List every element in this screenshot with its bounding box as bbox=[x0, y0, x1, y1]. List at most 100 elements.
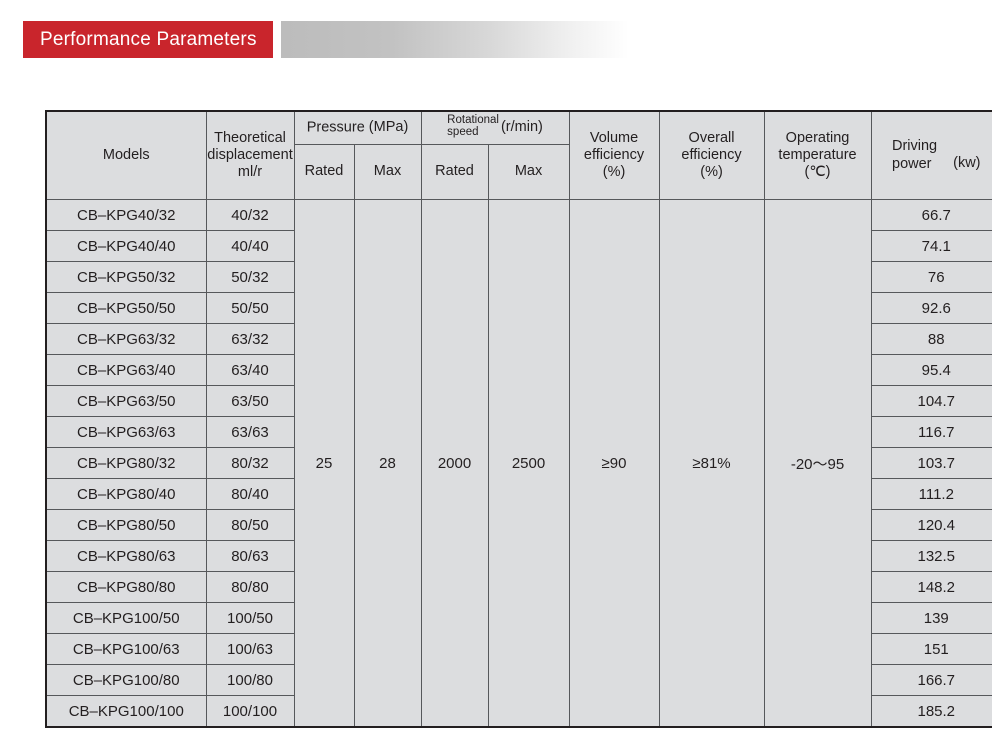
cell-displacement: 100/50 bbox=[205, 602, 295, 634]
col-header-pressure-group: Pressure (MPa) bbox=[293, 110, 422, 145]
cell-displacement: 50/32 bbox=[205, 261, 295, 293]
cell-driving-power: 185.2 bbox=[870, 695, 992, 728]
table-row: CB–KPG50/50 50/50 92.6 bbox=[45, 292, 992, 324]
driving-power-unit: (kw) bbox=[953, 155, 981, 172]
col-header-operating-temperature: Operating temperature (℃) bbox=[763, 110, 872, 200]
table-row: CB–KPG100/100 100/100 185.2 bbox=[45, 695, 992, 728]
cell-model: CB–KPG50/32 bbox=[45, 261, 207, 293]
col-header-theoretical-displacement: Theoretical displacement ml/r bbox=[205, 110, 295, 200]
cell-model: CB–KPG63/63 bbox=[45, 416, 207, 448]
section-banner: Performance Parameters bbox=[23, 21, 629, 58]
cell-model: CB–KPG40/40 bbox=[45, 230, 207, 262]
cell-model: CB–KPG100/80 bbox=[45, 664, 207, 696]
cell-model: CB–KPG100/100 bbox=[45, 695, 207, 728]
cell-displacement: 40/32 bbox=[205, 199, 295, 231]
cell-displacement: 80/80 bbox=[205, 571, 295, 603]
table-row: CB–KPG80/63 80/63 132.5 bbox=[45, 540, 992, 572]
pressure-group-label: Pressure bbox=[306, 119, 365, 136]
table-row: CB–KPG40/32 40/32 25 28 2000 2500 ≥90 ≥81% -20～9… bbox=[45, 199, 992, 728]
col-header-overall-efficiency: Overall efficiency (%) bbox=[658, 110, 765, 200]
col-header-models: Models bbox=[45, 110, 207, 200]
cell-driving-power: 166.7 bbox=[870, 664, 992, 696]
table-head: Models Theoretical displacement ml/r Pre… bbox=[45, 110, 992, 200]
cell-driving-power: 76 bbox=[870, 261, 992, 293]
table-row: CB–KPG63/50 63/50 104.7 bbox=[45, 385, 992, 417]
rotational-speed-group-unit: (r/min) bbox=[500, 119, 543, 136]
operating-temperature-line1: Operating bbox=[785, 129, 850, 146]
table-body: CB–KPG40/32 40/32 25 28 2000 2500 ≥90 ≥81% -20～9… bbox=[45, 199, 992, 728]
cell-model: CB–KPG80/40 bbox=[45, 478, 207, 510]
table-row: CB–KPG63/40 63/40 95.4 bbox=[45, 354, 992, 386]
cell-model: CB–KPG50/50 bbox=[45, 292, 207, 324]
overall-efficiency-unit: (%) bbox=[700, 164, 723, 181]
cell-merged-overall-efficiency: ≥81% bbox=[658, 199, 765, 728]
cell-displacement: 100/63 bbox=[205, 633, 295, 665]
cell-displacement: 80/63 bbox=[205, 540, 295, 572]
table-row: CB–KPG100/63 100/63 151 bbox=[45, 633, 992, 665]
col-header-driving-power: Driving power (kw) bbox=[870, 110, 992, 200]
banner-gradient-bar bbox=[280, 21, 629, 58]
driving-power-line1: Driving bbox=[892, 138, 938, 155]
col-header-speed-max: Max bbox=[487, 144, 570, 200]
pressure-group-unit: (MPa) bbox=[368, 119, 409, 136]
cell-driving-power: 132.5 bbox=[870, 540, 992, 572]
rotational-speed-line1: Rotational bbox=[447, 114, 499, 127]
cell-driving-power: 103.7 bbox=[870, 447, 992, 479]
cell-driving-power: 92.6 bbox=[870, 292, 992, 324]
cell-driving-power: 116.7 bbox=[870, 416, 992, 448]
cell-driving-power: 66.7 bbox=[870, 199, 992, 231]
table-row: CB–KPG80/32 80/32 103.7 bbox=[45, 447, 992, 479]
cell-model: CB–KPG63/32 bbox=[45, 323, 207, 355]
cell-displacement: 100/100 bbox=[205, 695, 295, 728]
table-row: CB–KPG80/80 80/80 148.2 bbox=[45, 571, 992, 603]
cell-model: CB–KPG100/50 bbox=[45, 602, 207, 634]
cell-displacement: 63/50 bbox=[205, 385, 295, 417]
col-header-pressure-rated: Rated bbox=[293, 144, 355, 200]
cell-driving-power: 95.4 bbox=[870, 354, 992, 386]
cell-merged-speed-rated: 2000 bbox=[420, 199, 489, 728]
col-header-rotational-speed-group: Rotational speed (r/min) bbox=[420, 110, 570, 145]
rotational-speed-group-label: Rotational speed bbox=[447, 114, 499, 139]
cell-displacement: 63/40 bbox=[205, 354, 295, 386]
page-title: Performance Parameters bbox=[23, 21, 273, 58]
cell-displacement: 40/40 bbox=[205, 230, 295, 262]
rotational-speed-line2: speed bbox=[447, 126, 479, 138]
volume-efficiency-unit: (%) bbox=[602, 164, 626, 181]
cell-driving-power: 88 bbox=[870, 323, 992, 355]
cell-model: CB–KPG63/50 bbox=[45, 385, 207, 417]
driving-power-label: Driving power bbox=[892, 138, 937, 173]
cell-model: CB–KPG80/80 bbox=[45, 571, 207, 603]
theoretical-displacement-line1: Theoretical bbox=[214, 129, 286, 146]
cell-model: CB–KPG80/50 bbox=[45, 509, 207, 541]
cell-model: CB–KPG63/40 bbox=[45, 354, 207, 386]
cell-displacement: 100/80 bbox=[205, 664, 295, 696]
operating-temperature-line2: temperature bbox=[778, 146, 857, 163]
table-row: CB–KPG100/80 100/80 166.7 bbox=[45, 664, 992, 696]
volume-efficiency-line2: efficiency bbox=[583, 146, 645, 163]
table-row: CB–KPG63/63 63/63 116.7 bbox=[45, 416, 992, 448]
cell-merged-operating-temperature: -20～95 bbox=[763, 199, 872, 728]
overall-efficiency-line1: Overall bbox=[688, 129, 735, 146]
cell-driving-power: 151 bbox=[870, 633, 992, 665]
cell-merged-speed-max: 2500 bbox=[487, 199, 570, 728]
spec-table: Models Theoretical displacement ml/r Pre… bbox=[45, 110, 992, 728]
header-row-top: Models Theoretical displacement ml/r Pre… bbox=[45, 110, 992, 200]
cell-displacement: 80/32 bbox=[205, 447, 295, 479]
col-header-speed-rated: Rated bbox=[420, 144, 489, 200]
cell-model: CB–KPG80/63 bbox=[45, 540, 207, 572]
col-header-pressure-max: Max bbox=[353, 144, 422, 200]
driving-power-line2: power bbox=[892, 155, 932, 172]
cell-merged-pressure-rated: 25 bbox=[293, 199, 355, 728]
cell-driving-power: 74.1 bbox=[870, 230, 992, 262]
cell-driving-power: 111.2 bbox=[870, 478, 992, 510]
cell-driving-power: 148.2 bbox=[870, 571, 992, 603]
theoretical-displacement-unit: ml/r bbox=[237, 164, 263, 181]
theoretical-displacement-line2: displacement bbox=[207, 146, 293, 163]
cell-displacement: 63/32 bbox=[205, 323, 295, 355]
cell-displacement: 63/63 bbox=[205, 416, 295, 448]
cell-driving-power: 104.7 bbox=[870, 385, 992, 417]
performance-parameters-table: Models Theoretical displacement ml/r Pre… bbox=[45, 110, 992, 728]
cell-displacement: 80/40 bbox=[205, 478, 295, 510]
table-row: CB–KPG63/32 63/32 88 bbox=[45, 323, 992, 355]
table-row: CB–KPG100/50 100/50 139 bbox=[45, 602, 992, 634]
